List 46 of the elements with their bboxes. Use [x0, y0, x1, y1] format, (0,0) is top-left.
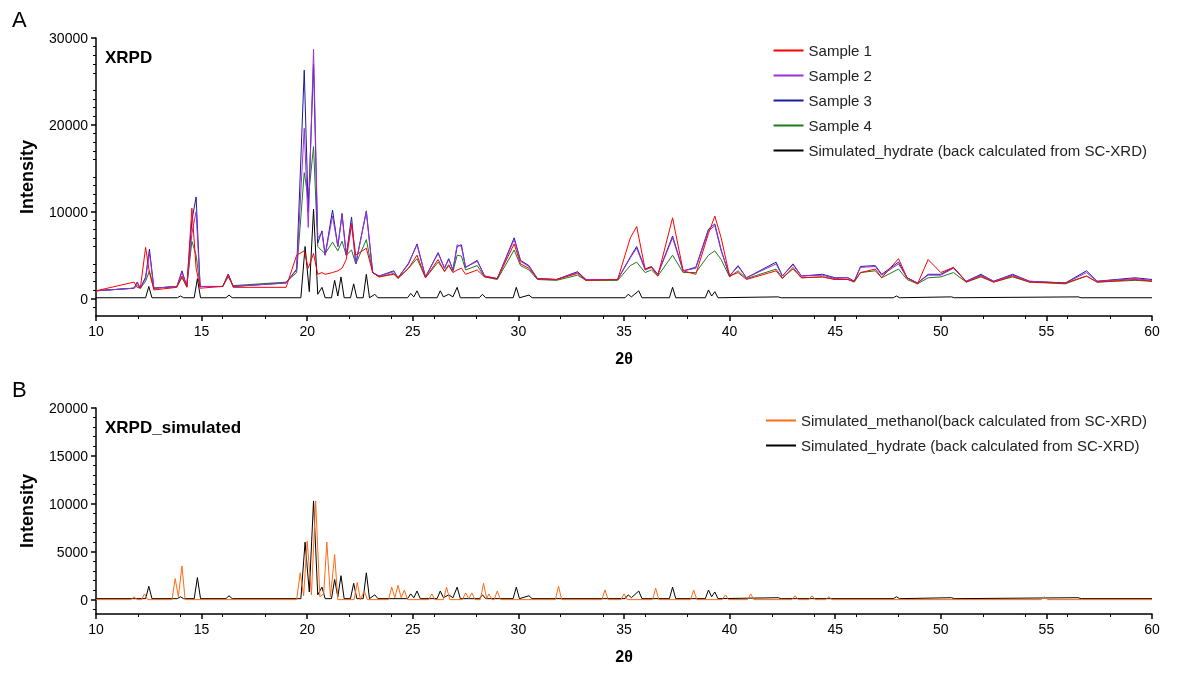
x-tick-label: 55: [1038, 323, 1055, 339]
text: XRPD_simulated: [105, 418, 242, 437]
x-tick-label: 45: [827, 323, 844, 339]
x-axis-title: 2θ: [615, 647, 633, 665]
text: B: [12, 376, 27, 402]
x-tick-label: 50: [933, 323, 949, 339]
x-tick-label: 50: [933, 621, 949, 637]
x-tick-label: 30: [510, 621, 527, 637]
x-tick-label: 10: [88, 621, 104, 637]
x-tick-label: 20: [299, 323, 316, 339]
legend-label: Sample 3: [808, 92, 872, 109]
x-tick-label: 45: [827, 621, 844, 637]
x-tick-label: 20: [299, 621, 316, 637]
x-tick-label: 15: [193, 323, 210, 339]
y-tick-label: 20000: [49, 116, 89, 133]
y-tick-label: 0: [80, 290, 89, 307]
x-tick-label: 60: [1144, 621, 1160, 637]
x-tick-label: 10: [88, 323, 104, 339]
x-axis-title: 2θ: [615, 349, 633, 367]
x-tick-label: 30: [510, 323, 527, 339]
y-axis-title: Intensity: [17, 473, 37, 549]
legend-label: Sample 1: [808, 42, 872, 59]
x-tick-label: 35: [616, 323, 632, 339]
y-tick-label: 10000: [49, 203, 89, 220]
y-tick-label: 5000: [56, 543, 89, 560]
x-tick-label: 60: [1144, 323, 1160, 339]
legend-label: Simulated_hydrate (back calculated from SC-XRD): [808, 142, 1147, 159]
x-tick-label: 25: [405, 323, 421, 339]
x-tick-label: 15: [193, 621, 210, 637]
y-tick-label: 0: [80, 591, 89, 608]
legend-label: Sample 4: [808, 117, 872, 134]
y-tick-label: 10000: [49, 495, 89, 512]
legend-label: Sample 2: [808, 67, 872, 84]
y-axis-title: Intensity: [17, 139, 37, 215]
text: A: [12, 6, 27, 32]
legend-label: Simulated_hydrate (back calculated from SC-XRD): [801, 437, 1140, 454]
y-tick-label: 30000: [49, 30, 89, 46]
x-tick-label: 35: [616, 621, 632, 637]
legend-label: Simulated_methanol(back calculated from SC-XRD): [801, 412, 1148, 429]
x-tick-label: 55: [1038, 621, 1055, 637]
x-tick-label: 25: [405, 621, 421, 637]
x-tick-label: 40: [721, 621, 738, 637]
y-tick-label: 20000: [49, 400, 89, 416]
text: XRPD: [105, 48, 153, 67]
x-tick-label: 40: [721, 323, 738, 339]
y-tick-label: 15000: [49, 447, 89, 464]
